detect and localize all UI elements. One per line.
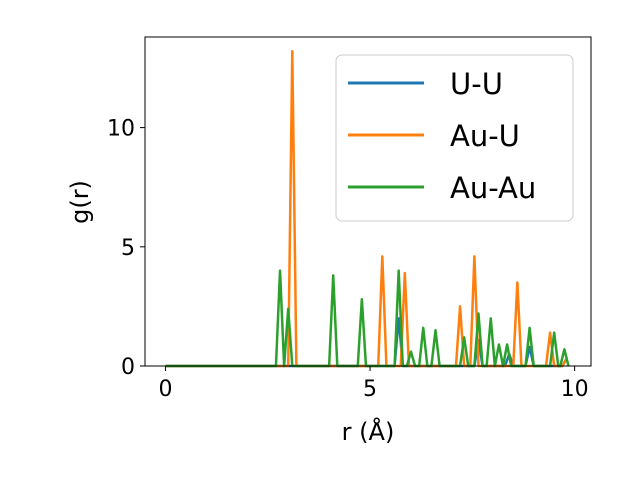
y-axis: 0 5 10 xyxy=(107,117,145,380)
legend-label-au-au: Au-Au xyxy=(450,171,536,205)
y-tick-label: 10 xyxy=(107,117,135,142)
y-axis-label: g(r) xyxy=(66,180,94,224)
y-tick-label: 0 xyxy=(121,355,135,380)
x-tick-label: 0 xyxy=(158,377,172,402)
legend-box xyxy=(335,54,574,222)
legend: U-U Au-U Au-Au xyxy=(335,54,574,222)
x-axis: 0 5 10 xyxy=(158,366,589,402)
y-tick-label: 5 xyxy=(121,236,135,261)
legend-label-au-u: Au-U xyxy=(450,119,520,153)
x-axis-label: r (Å) xyxy=(342,417,395,446)
x-tick-label: 5 xyxy=(363,377,377,402)
legend-label-u-u: U-U xyxy=(450,67,503,101)
plot-frame xyxy=(144,36,592,367)
x-tick-label: 10 xyxy=(561,377,589,402)
